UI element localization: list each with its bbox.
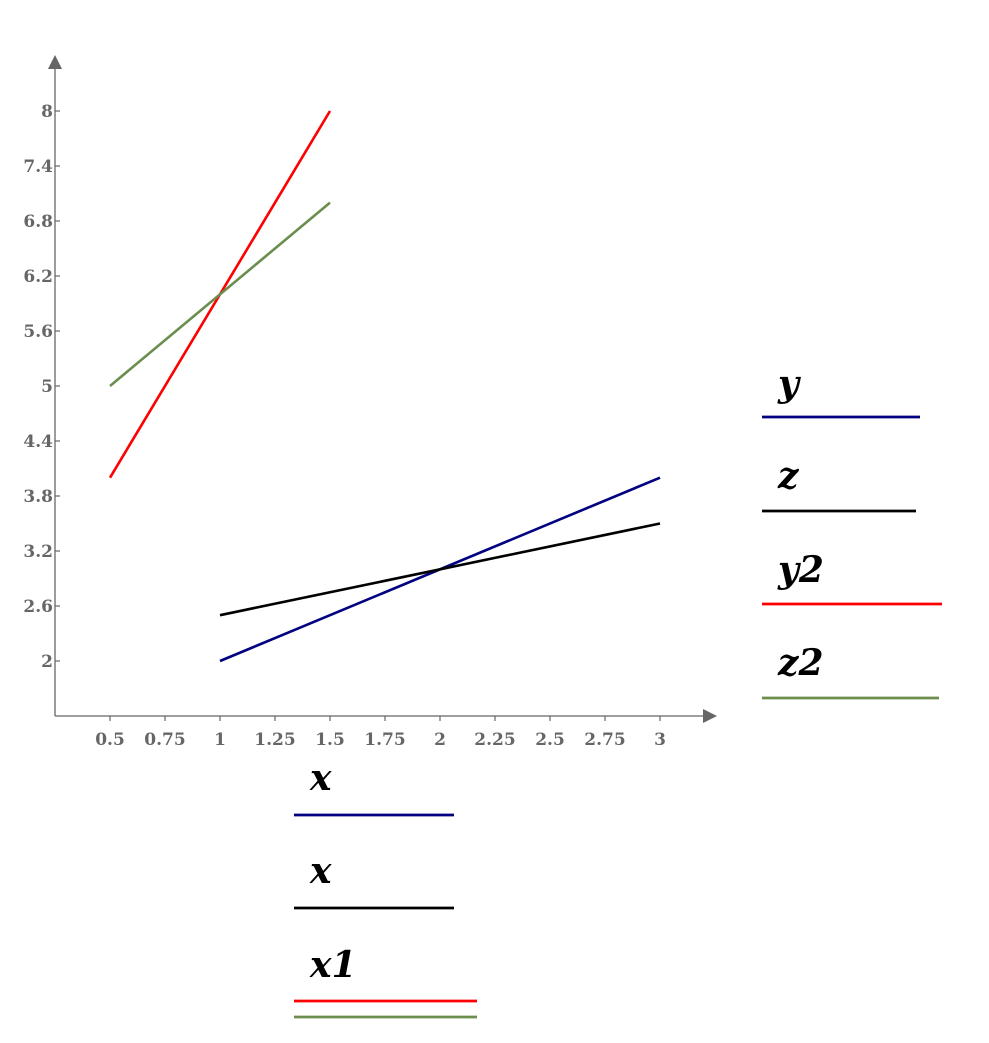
y-tick-label: 7.4 (23, 157, 53, 177)
x-tick-label: 3 (654, 730, 666, 750)
x-axis-arrow (703, 709, 717, 723)
x-tick-label: 1.5 (315, 730, 345, 750)
x-legend-label: x (309, 850, 332, 892)
y-tick-label: 2 (41, 652, 53, 672)
x-tick-label: 0.5 (95, 730, 125, 750)
x-tick-label: 0.75 (144, 730, 185, 750)
x-tick-label: 2.25 (474, 730, 515, 750)
x-tick-label: 2.5 (535, 730, 565, 750)
y-tick-label: 8 (41, 102, 53, 122)
y-legend-label: z (777, 455, 800, 497)
axes: 0.5 0.75 1 1.25 1.5 1.75 2 2.25 2.5 2.75 3 2 2.6 3.2 3… (23, 55, 717, 750)
series-lines (108, 110, 661, 663)
y-legend-label: y2 (777, 549, 824, 591)
y-tick-label: 2.6 (23, 597, 53, 617)
x-tick-label: 1.25 (254, 730, 295, 750)
y-tick-label: 3.8 (23, 487, 53, 507)
y-tick-label: 5 (41, 377, 53, 397)
x-legend-label: x (309, 757, 332, 799)
series-line-z (219, 522, 661, 617)
y-axis-arrow (48, 55, 62, 69)
x-tick-label: 1 (214, 730, 226, 750)
x-legend: x x x1 (294, 757, 477, 1019)
x-tick-label: 2.75 (584, 730, 625, 750)
y-legend-label: z2 (777, 642, 824, 684)
y-tick-label: 4.4 (23, 432, 53, 452)
y-legend-label: y (777, 363, 801, 405)
x-tick-label: 1.75 (364, 730, 405, 750)
y-tick-label: 5.6 (23, 322, 53, 342)
y-tick-label: 6.2 (23, 267, 53, 287)
x-tick-label: 2 (434, 730, 446, 750)
y-legend: y z y2 z2 (762, 363, 942, 700)
y-tick-label: 6.8 (23, 212, 53, 232)
x-legend-label: x1 (309, 944, 357, 986)
y-tick-label: 3.2 (23, 542, 53, 562)
series-line-z2 (109, 201, 331, 387)
